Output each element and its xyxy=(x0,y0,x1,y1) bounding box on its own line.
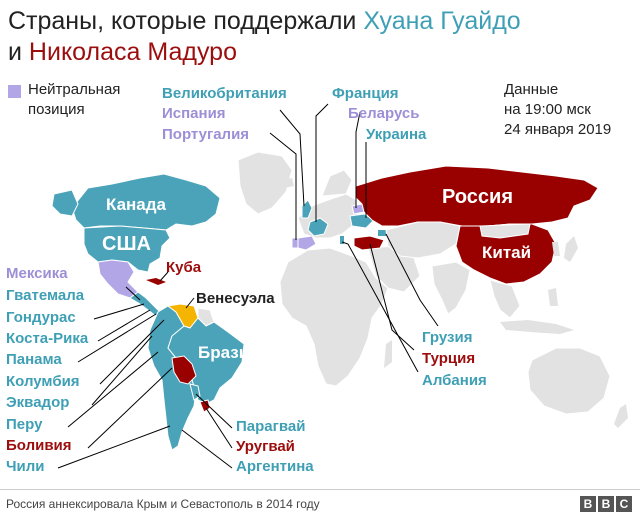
country-cuba xyxy=(146,278,166,285)
country-china xyxy=(455,223,557,285)
leader-georgia xyxy=(385,233,439,327)
leader-cuba xyxy=(159,271,169,282)
label-brazil: Бразилия xyxy=(198,343,280,362)
label-belarus: Беларусь xyxy=(348,105,420,122)
land-india xyxy=(431,261,471,315)
leader-panama xyxy=(77,313,157,363)
leader-albania xyxy=(341,241,419,373)
country-portugal xyxy=(291,237,299,249)
label-france: Франция xyxy=(332,85,399,102)
country-uk xyxy=(301,199,313,219)
leader-honduras xyxy=(93,303,145,320)
land-korea xyxy=(552,242,560,256)
label-colombia: Колумбия xyxy=(6,373,80,390)
label-china: Китай xyxy=(482,243,531,262)
data-note-line-2: на 19:00 мск xyxy=(504,101,591,118)
leader-chile xyxy=(57,425,171,469)
label-costa-rica: Коста-Рика xyxy=(6,330,89,347)
label-venezuela: Венесуэла xyxy=(196,290,275,307)
land-iceland xyxy=(282,178,294,188)
leader-uk xyxy=(279,109,305,207)
leader-belarus xyxy=(355,111,361,208)
land-africa xyxy=(279,247,389,387)
label-usa: США xyxy=(102,233,151,255)
leader-ecuador xyxy=(91,335,153,406)
data-note: Данные на 19:00 мск 24 января 2019 xyxy=(504,80,634,140)
leader-venezuela xyxy=(185,297,195,309)
leader-uruguay xyxy=(205,407,233,449)
label-argentina: Аргентина xyxy=(236,458,314,475)
bbc-logo-letter-1: B xyxy=(580,496,596,512)
country-canada xyxy=(71,173,221,231)
land-indonesia xyxy=(500,320,574,334)
map-title: Страны, которые поддержали Хуана Гуайдо … xyxy=(8,6,628,68)
country-turkey xyxy=(353,235,385,251)
leader-costa-rica xyxy=(97,309,151,342)
leader-lines xyxy=(57,103,439,469)
label-panama: Панама xyxy=(6,351,62,368)
land-scandinavia xyxy=(321,169,353,197)
leader-argentina xyxy=(181,429,233,469)
leader-colombia xyxy=(99,319,165,385)
bbc-logo: B B C xyxy=(580,496,632,512)
label-mexico: Мексика xyxy=(6,265,68,282)
land-greenland xyxy=(237,151,293,215)
land-madagascar xyxy=(384,340,392,368)
footer-divider xyxy=(0,489,640,490)
label-canada: Канада xyxy=(106,195,167,214)
footer-note: Россия аннексировала Крым и Севастополь … xyxy=(6,497,320,511)
leader-turkey xyxy=(369,243,415,351)
label-cuba: Куба xyxy=(166,259,202,276)
label-ukraine: Украина xyxy=(366,126,427,143)
label-ecuador: Эквадор xyxy=(6,394,69,411)
title-part1: Страны, которые поддержали xyxy=(8,7,364,35)
label-portugal: Португалия xyxy=(162,126,249,143)
data-note-line-1: Данные xyxy=(504,81,559,98)
label-spain: Испания xyxy=(162,105,226,122)
leader-portugal-spain xyxy=(269,132,297,240)
country-spain xyxy=(297,235,317,251)
land-philippines xyxy=(548,288,558,306)
data-note-line-3: 24 января 2019 xyxy=(504,121,612,138)
label-albania: Албания xyxy=(422,372,487,389)
land-japan xyxy=(564,236,578,262)
legend-neutral-swatch xyxy=(8,85,21,98)
country-france xyxy=(307,217,329,237)
label-paraguay: Парагвай xyxy=(236,418,305,435)
title-maduro: Николаса Мадуро xyxy=(28,38,237,66)
bbc-logo-letter-3: C xyxy=(616,496,632,512)
label-russia: Россия xyxy=(442,186,513,208)
title-guaido: Хуана Гуайдо xyxy=(363,7,521,35)
legend-neutral-label: Нейтральная позиция xyxy=(28,81,121,118)
land-new-zealand xyxy=(614,404,628,428)
label-peru: Перу xyxy=(6,416,43,433)
country-usa-alaska xyxy=(51,189,79,217)
land-australia xyxy=(527,347,611,415)
country-uruguay xyxy=(199,399,211,413)
label-honduras: Гондурас xyxy=(6,309,76,326)
leader-peru xyxy=(67,351,159,428)
land-mongolia xyxy=(479,223,531,239)
land-central-asia xyxy=(385,221,461,259)
title-part2: и xyxy=(8,38,29,66)
label-uruguay: Уругвай xyxy=(236,438,295,455)
label-chile: Чили xyxy=(6,458,45,475)
leader-france xyxy=(315,103,329,222)
country-bolivia xyxy=(171,355,197,385)
label-turkey: Турция xyxy=(422,350,475,367)
bbc-logo-letter-2: B xyxy=(598,496,614,512)
leader-paraguay xyxy=(195,393,233,429)
country-russia xyxy=(355,165,599,227)
label-uk: Великобритания xyxy=(162,85,287,102)
country-georgia xyxy=(378,230,386,236)
label-guatemala: Гватемала xyxy=(6,287,85,304)
label-bolivia: Боливия xyxy=(6,437,72,454)
country-ukraine xyxy=(349,213,375,229)
land-southeast-asia xyxy=(489,279,521,319)
label-georgia: Грузия xyxy=(422,329,472,346)
leader-guatemala xyxy=(125,286,141,301)
leader-bolivia xyxy=(87,367,173,449)
